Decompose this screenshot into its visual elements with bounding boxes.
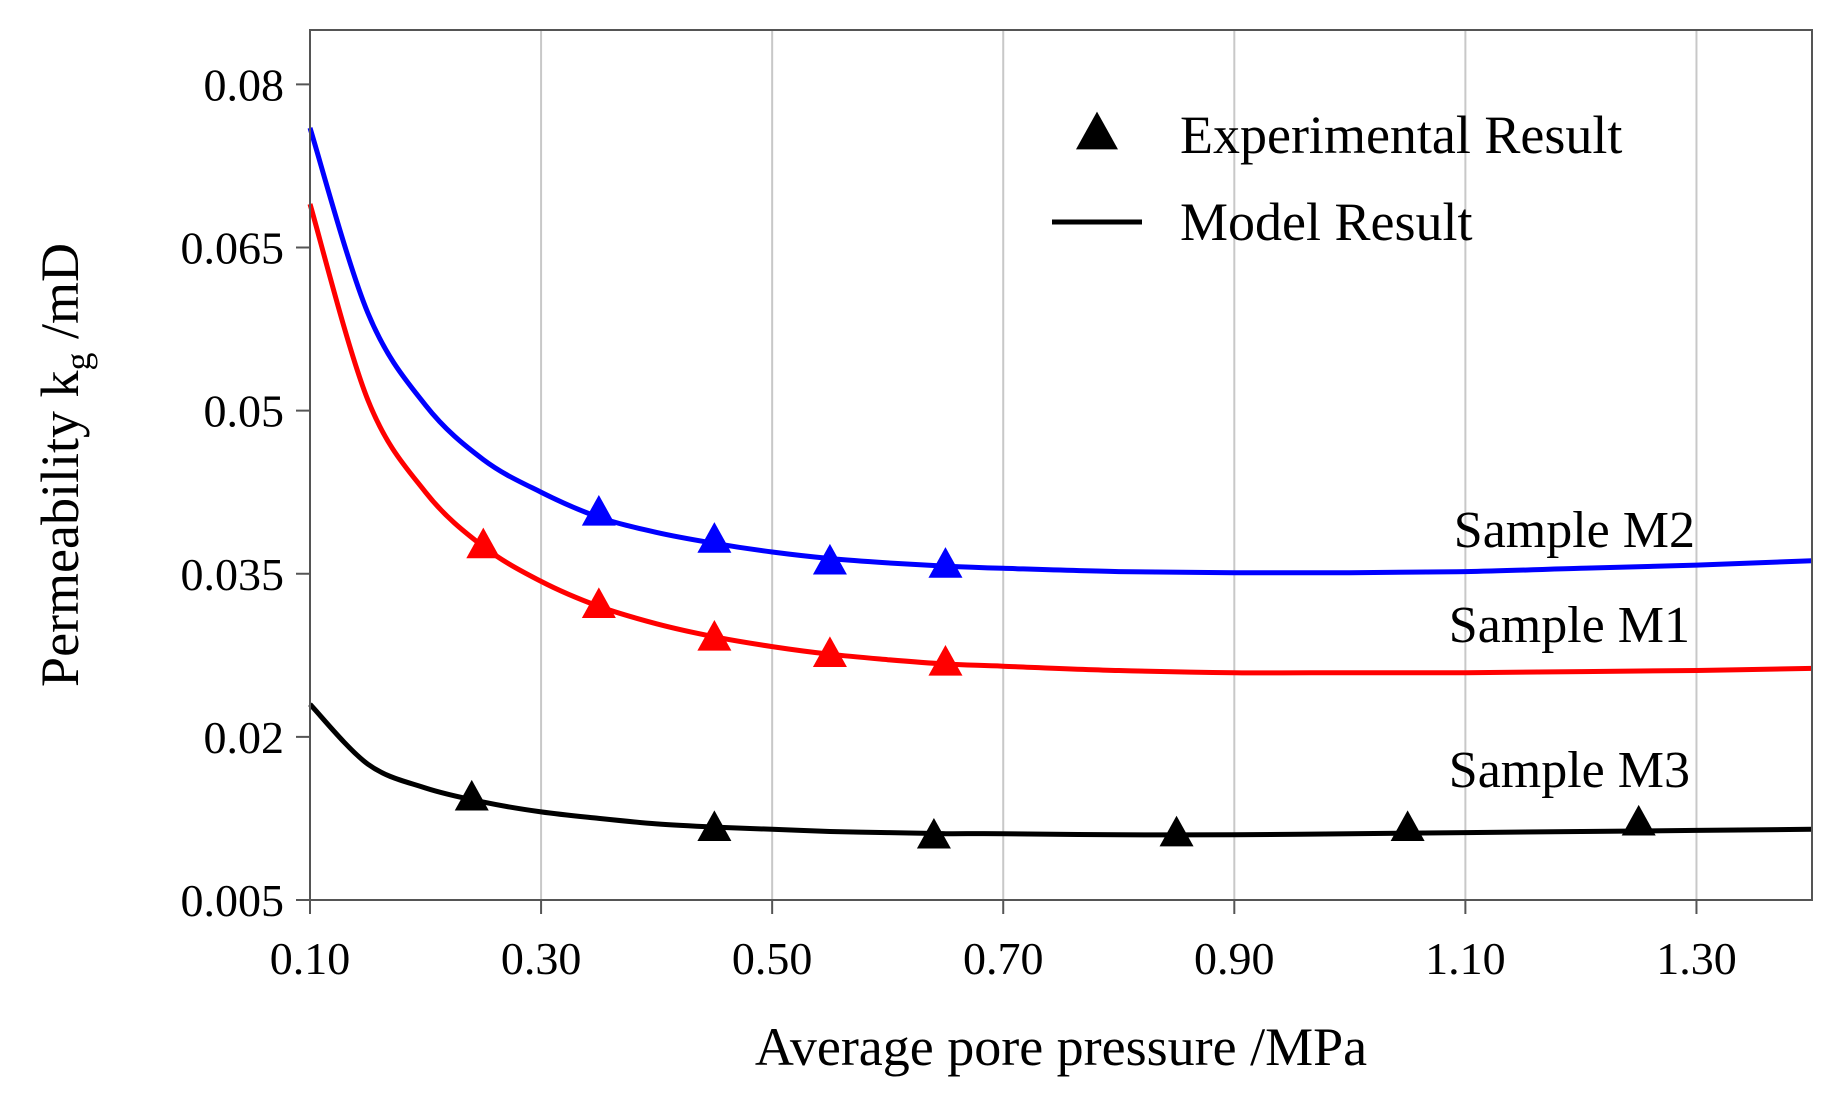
y-tick-label: 0.05 [204, 386, 285, 437]
y-axis-title-unit: /mD [30, 243, 90, 353]
x-tick-label: 0.10 [270, 933, 351, 984]
experimental-point-sample-m3 [1621, 804, 1656, 836]
legend-label: Model Result [1180, 192, 1473, 252]
experimental-point-sample-m2 [581, 494, 616, 526]
x-tick-label: 1.10 [1425, 933, 1506, 984]
x-tick-label: 1.30 [1656, 933, 1737, 984]
x-axis-title: Average pore pressure /MPa [755, 1017, 1367, 1077]
x-tick-label: 0.50 [732, 933, 813, 984]
y-tick-label: 0.005 [181, 875, 285, 926]
experimental-point-sample-m1 [697, 620, 732, 651]
y-axis-title-main: Permeability k [30, 371, 90, 687]
series-sample-m1: Sample M1 [307, 203, 1813, 676]
y-tick-label: 0.035 [181, 549, 285, 600]
axes: 0.10 0.30 0.50 0.70 0.90 1.10 1.30 0.005 0.02 0.0… [181, 59, 1737, 984]
y-axis-title: Permeability kg /mD [30, 243, 98, 687]
legend-label: Experimental Result [1180, 105, 1622, 165]
experimental-point-sample-m2 [697, 522, 732, 553]
y-tick-label: 0.065 [181, 223, 285, 274]
experimental-point-sample-m3 [916, 817, 951, 849]
series-label-sample-m3: Sample M3 [1449, 742, 1690, 799]
legend-triangle-icon [1076, 111, 1118, 150]
model-line-sample-m1 [307, 203, 1813, 676]
series-layer: Sample M2 Sample M1 Sample M3 [307, 127, 1813, 849]
experimental-point-sample-m2 [928, 547, 963, 578]
experimental-point-sample-m3 [697, 810, 732, 841]
series-sample-m3: Sample M3 [308, 702, 1813, 849]
series-sample-m2: Sample M2 [307, 127, 1813, 578]
experimental-point-sample-m1 [812, 636, 847, 667]
x-tick-label: 0.30 [501, 933, 582, 984]
x-tick-label: 0.90 [1194, 933, 1275, 984]
experimental-point-sample-m1 [466, 527, 501, 559]
y-axis-title-subscript: g [58, 353, 98, 371]
series-label-sample-m1: Sample M1 [1449, 597, 1690, 654]
experimental-point-sample-m2 [812, 543, 847, 575]
legend: Experimental Result Model Result [1052, 105, 1622, 252]
experimental-point-sample-m1 [928, 645, 963, 676]
y-tick-label: 0.02 [204, 712, 285, 763]
model-line-sample-m3 [308, 702, 1813, 838]
series-label-sample-m2: Sample M2 [1454, 502, 1695, 559]
experimental-point-sample-m1 [581, 587, 616, 619]
plot-frame [309, 29, 1813, 901]
experimental-point-sample-m3 [1390, 810, 1425, 841]
experimental-point-sample-m3 [1159, 815, 1194, 847]
x-tick-label: 0.70 [963, 933, 1044, 984]
grid-lines [540, 30, 1698, 900]
y-tick-label: 0.08 [204, 59, 285, 110]
experimental-point-sample-m3 [454, 779, 489, 811]
model-line-sample-m2 [307, 127, 1813, 576]
